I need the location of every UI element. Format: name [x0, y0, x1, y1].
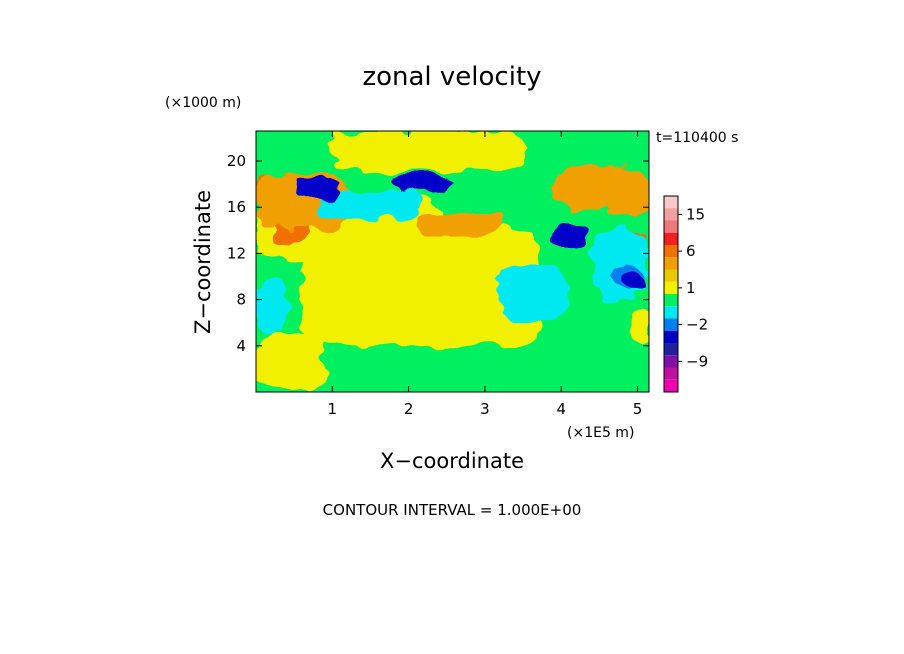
contour-region [256, 334, 325, 392]
colorbar-swatch [664, 208, 678, 221]
y-axis-ticks: 4 8 12 16 20 [227, 152, 649, 355]
x-tick-label: 4 [556, 400, 566, 418]
x-unit-label: (×1E5 m) [567, 425, 634, 441]
y-tick-label: 20 [227, 152, 246, 170]
plot-frame [255, 130, 650, 393]
y-tick-label: 4 [236, 337, 246, 355]
colorbar-swatch [664, 367, 678, 380]
colorbar-swatch [664, 245, 678, 258]
colorbar-labels: 15 6 1 −2 −9 [678, 205, 708, 370]
colorbar [663, 195, 679, 393]
contour-region [500, 264, 569, 323]
colorbar-tick-label: −9 [686, 352, 708, 370]
y-tick-label: 8 [236, 291, 246, 309]
contour-region [629, 311, 649, 346]
contour-region [416, 212, 508, 237]
x-tick-label: 3 [480, 400, 490, 418]
y-tick-label: 16 [227, 198, 246, 216]
colorbar-swatch [664, 318, 678, 331]
time-label: t=110400 s [656, 130, 738, 146]
x-tick-label: 1 [328, 400, 338, 418]
colorbar-swatch [664, 294, 678, 307]
colorbar-swatch [664, 330, 678, 343]
colorbar-swatch [664, 220, 678, 233]
x-axis-ticks: 1 2 3 4 5 [328, 131, 643, 418]
contour-interval-note: CONTOUR INTERVAL = 1.000E+00 [323, 501, 582, 519]
x-tick-label: 5 [633, 400, 643, 418]
colorbar-frame [663, 195, 679, 393]
colorbar-swatch [664, 281, 678, 294]
contour-region [393, 176, 455, 190]
x-axis-label: X−coordinate [380, 449, 524, 473]
contour-region [294, 178, 340, 196]
contour-region [622, 270, 649, 294]
contour-region [553, 166, 649, 213]
contour-region [332, 131, 524, 173]
colorbar-tick-label: 1 [686, 279, 696, 297]
contour-region [317, 189, 424, 219]
colorbar-swatch [664, 343, 678, 356]
colorbar-tick-label: −2 [686, 316, 708, 334]
y-tick-label: 12 [227, 244, 246, 262]
colorbar-swatch [664, 196, 678, 209]
colorbar-swatch [664, 306, 678, 319]
colorbar-swatch [664, 232, 678, 245]
x-tick-label: 2 [404, 400, 414, 418]
contour-region [256, 276, 287, 335]
colorbar-swatch [664, 257, 678, 270]
colorbar-swatch [664, 269, 678, 282]
chart-title: zonal velocity [362, 62, 541, 92]
contour-region [553, 224, 585, 248]
colorbar-swatch [664, 355, 678, 368]
y-unit-label: (×1000 m) [165, 95, 241, 111]
y-axis-label: Z−coordinate [191, 190, 215, 334]
colorbar-tick-label: 15 [686, 205, 705, 223]
contour-region [301, 230, 539, 346]
colorbar-swatch [664, 379, 678, 392]
colorbar-tick-label: 6 [686, 242, 696, 260]
contour-field [256, 131, 649, 392]
